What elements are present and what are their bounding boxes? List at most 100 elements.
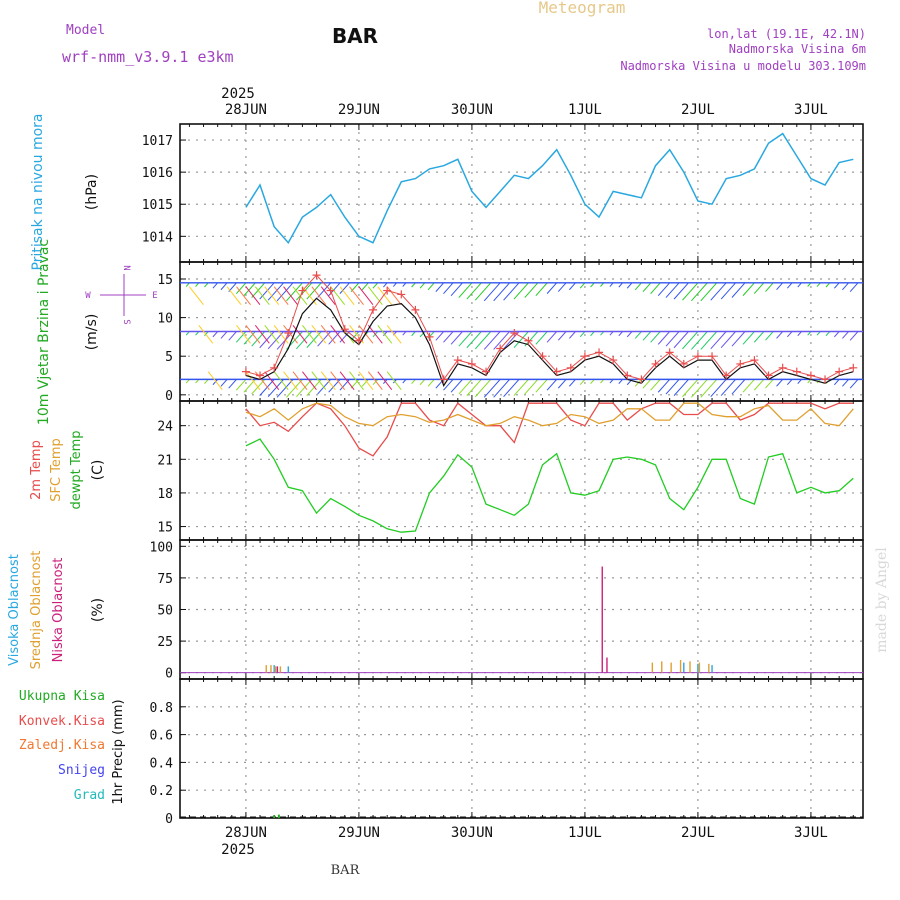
- wind-barb-strong: [330, 325, 346, 344]
- wind-barb: [710, 282, 727, 301]
- wind-barb: [618, 379, 623, 384]
- compass-west: W: [85, 291, 91, 301]
- wind-barb: [691, 379, 708, 398]
- wind-gust-point: [383, 286, 392, 295]
- wind-barb-strong: [264, 371, 280, 390]
- wind-barb: [700, 379, 718, 398]
- footer-station: BAR: [331, 863, 361, 878]
- wind-barb: [765, 282, 774, 292]
- wind-barb: [535, 282, 548, 296]
- pressure-ytick-label: 1015: [142, 198, 173, 213]
- wind-barb: [235, 282, 247, 294]
- wind-barb-strong: [377, 371, 393, 390]
- wind-barb: [731, 379, 746, 395]
- x-tick-label-bottom: 1JUL: [568, 825, 602, 841]
- wind-barb-strong: [339, 286, 355, 306]
- wind-speed-line: [245, 297, 854, 387]
- wind-barb: [339, 331, 350, 343]
- wind-ytick-label: 0: [165, 389, 173, 404]
- temp-units: (C): [90, 460, 106, 481]
- x-tick-label-top: 1JUL: [568, 102, 602, 118]
- wind-barb-strong: [283, 286, 298, 306]
- wind-barb: [228, 331, 237, 341]
- x-tick-label-top: 3JUL: [794, 102, 828, 118]
- wind-barb-strong: [245, 325, 261, 344]
- wind-barb-strong: [236, 286, 251, 306]
- wind-barb: [212, 331, 219, 338]
- wind-gust-point: [609, 356, 618, 365]
- temperature-ytick-label: 15: [157, 521, 173, 536]
- x-tick-label-bottom: 29JUN: [338, 825, 380, 841]
- wind-barb: [383, 282, 388, 288]
- cloud-frame: [179, 539, 864, 680]
- wind-barb: [483, 331, 501, 350]
- wind-barb: [710, 379, 727, 398]
- wind-barb: [286, 282, 303, 302]
- wind-gust-point: [439, 375, 448, 384]
- wind-barb: [361, 379, 369, 387]
- wind-barb-strong: [330, 371, 346, 390]
- wind-axis-title: 10m Vjetar Brzina i Pravac: [36, 239, 52, 425]
- wind-gust-point: [651, 359, 660, 368]
- wind-gust-point: [708, 352, 717, 361]
- wind-barb-strong: [273, 286, 289, 306]
- wind-barb-strong: [349, 371, 364, 390]
- wind-barb: [590, 282, 595, 288]
- wind-barb: [435, 331, 445, 341]
- wind-barb: [590, 379, 595, 384]
- cloud-units: (%): [90, 598, 106, 622]
- wind-barb-strong: [320, 371, 336, 390]
- wind-barb: [361, 282, 369, 291]
- wind-gust-point: [340, 325, 349, 334]
- wind-barb: [228, 379, 237, 389]
- wind-barb: [535, 331, 548, 345]
- wind-barb: [579, 331, 586, 338]
- wind-barb-strong: [283, 325, 298, 344]
- wind-barb: [557, 331, 567, 341]
- low-cloud-axis-title: Niska Oblacnost: [51, 558, 66, 663]
- wind-barb: [776, 379, 784, 387]
- wind-gust-point: [284, 329, 293, 338]
- wind-barb: [776, 331, 784, 339]
- wind-gust-point: [679, 359, 688, 368]
- model-elevation-label: Nadmorska Visina u modelu 303.109m: [620, 59, 866, 73]
- wind-barb: [557, 282, 567, 292]
- wind-gust-point: [453, 356, 462, 365]
- wind-gust-point: [552, 367, 561, 376]
- temp-2m-line: [245, 402, 854, 457]
- wind-barb: [753, 379, 765, 391]
- station-title: BAR: [332, 24, 378, 48]
- pressure-ytick-label: 1016: [142, 166, 173, 181]
- wind-barb-strong: [349, 286, 364, 306]
- wind-barb-strong: [358, 286, 374, 306]
- wind-barb-strong: [330, 286, 346, 306]
- pressure-frame: [179, 123, 864, 263]
- precip-ytick-label: 0.8: [150, 701, 173, 716]
- wind-barb: [842, 379, 849, 387]
- wind-barbs: [180, 282, 863, 398]
- wind-barb: [720, 379, 736, 396]
- wind-barb-strong: [386, 371, 402, 390]
- mid-cloud-axis-title: Srednja Oblacnost: [29, 551, 44, 670]
- wind-gust-point: [764, 371, 773, 380]
- compass-north: N: [121, 265, 131, 270]
- wind-barb: [466, 331, 482, 349]
- wind-barb: [235, 379, 247, 391]
- model-label: Model: [66, 23, 105, 38]
- cloud-ytick-label: 75: [157, 572, 173, 587]
- wind-barb: [458, 379, 473, 395]
- wind-barb: [435, 282, 445, 292]
- wind-barb: [682, 379, 699, 398]
- cloud-ytick-label: 50: [157, 604, 173, 619]
- wind-barb: [642, 331, 652, 341]
- wind-barb: [411, 331, 416, 337]
- pressure-line: [245, 132, 854, 244]
- wind-barb-strong: [254, 325, 270, 344]
- wind-barb: [797, 282, 802, 288]
- wind-barb: [753, 282, 765, 294]
- legend-snijeg: Snijeg: [58, 763, 105, 778]
- wind-ytick-label: 15: [157, 273, 173, 288]
- wind-barb: [267, 379, 284, 398]
- wind-barb-strong: [273, 371, 289, 390]
